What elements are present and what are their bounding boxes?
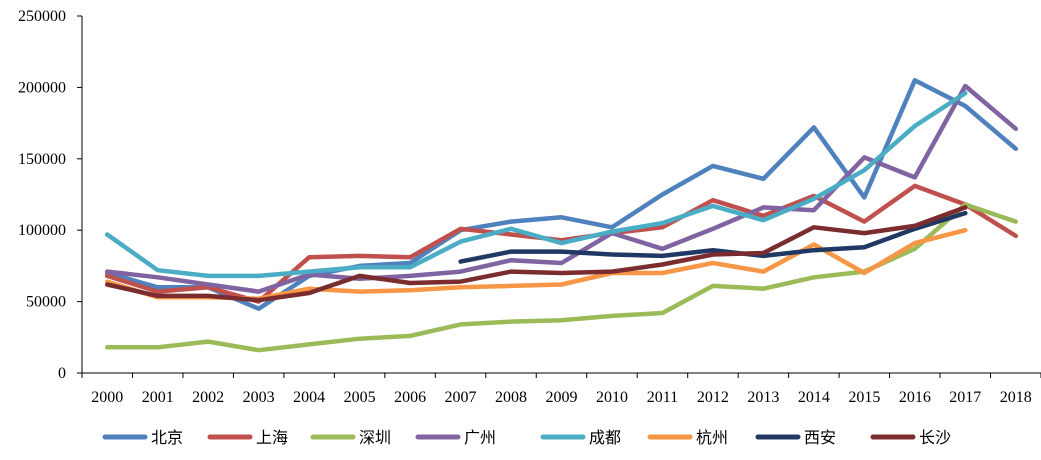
x-tick-label: 2009 <box>546 389 578 406</box>
x-tick-label: 2014 <box>798 389 830 406</box>
legend: 北京 上海 深圳 广州 成都 杭州 西安 长沙 <box>102 428 951 447</box>
x-tick-label: 2018 <box>1000 389 1032 406</box>
x-tick-label: 2006 <box>394 389 426 406</box>
legend-label-7: 长沙 <box>919 428 951 447</box>
legend-label-2: 深圳 <box>359 428 391 447</box>
x-tick-label: 2017 <box>949 389 981 406</box>
legend-label-6: 西安 <box>804 428 836 447</box>
series-line-3 <box>104 83 1019 294</box>
y-tick-label: 50000 <box>26 294 66 311</box>
legend-label-1: 上海 <box>256 428 288 447</box>
series-line-6 <box>458 210 968 264</box>
axes: 0 50000 100000 150000 200000 250000 2000 2001 20… <box>18 8 1041 406</box>
series-line-4 <box>104 90 968 279</box>
x-tick-label: 2013 <box>747 389 779 406</box>
legend-label-0: 北京 <box>151 428 183 447</box>
y-tick-label: 200000 <box>18 79 66 96</box>
y-tick-label: 100000 <box>18 222 66 239</box>
x-tick-label: 2016 <box>899 389 931 406</box>
x-tick-label: 2005 <box>344 389 376 406</box>
x-tick-label: 2002 <box>192 389 224 406</box>
y-tick-label: 0 <box>58 365 66 382</box>
legend-label-4: 成都 <box>589 428 621 447</box>
series-line-0 <box>104 78 1019 311</box>
y-tick-label: 150000 <box>18 151 66 168</box>
x-tick-label: 2010 <box>596 389 628 406</box>
x-tick-label: 2015 <box>848 389 880 406</box>
y-tick-label: 250000 <box>18 8 66 25</box>
series-line-7 <box>104 205 968 303</box>
x-tick-label: 2012 <box>697 389 729 406</box>
legend-label-3: 广州 <box>464 428 496 447</box>
legend-label-5: 杭州 <box>696 428 728 447</box>
x-tick-label: 2004 <box>293 389 325 406</box>
x-tick-label: 2008 <box>495 389 527 406</box>
x-tick-label: 2003 <box>243 389 275 406</box>
x-tick-label: 2000 <box>91 389 123 406</box>
x-tick-label: 2011 <box>647 389 678 406</box>
series-layer <box>104 78 1019 353</box>
x-tick-label: 2001 <box>142 389 174 406</box>
x-tick-label: 2007 <box>445 389 477 406</box>
